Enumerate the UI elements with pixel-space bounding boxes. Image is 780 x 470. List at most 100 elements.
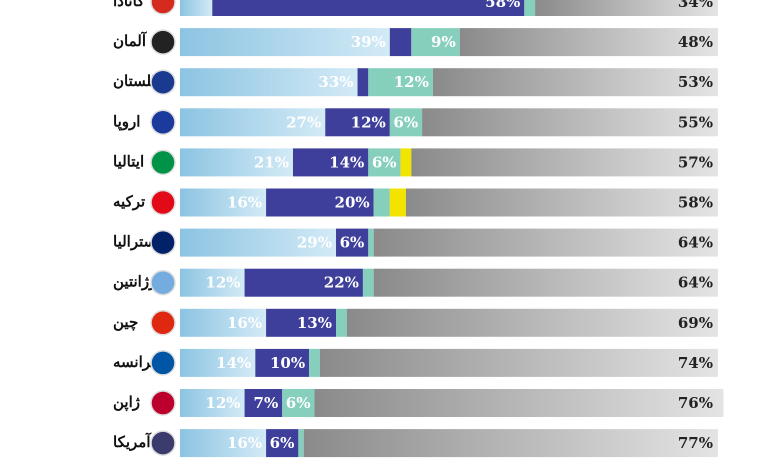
bar-segment [180,68,358,97]
value-label: 16% [227,314,262,332]
category-label: چین [113,313,138,331]
flag [150,350,176,376]
value-label: 12% [205,394,240,412]
bar-segment [180,228,337,257]
category-label: استرالیا [113,233,160,251]
bar-segment [180,28,390,57]
flag [150,390,176,416]
bar-segment [266,429,299,458]
value-label: 12% [351,113,386,131]
bar-segment [292,148,369,177]
bar-segment [389,188,406,217]
value-label: 6% [393,113,418,131]
value-label: 53% [678,73,713,91]
bar-segment [389,108,423,137]
flag [150,29,176,55]
value-label: 27% [286,113,321,131]
value-label: 21% [254,153,289,171]
bar-segment [255,348,310,377]
bar-segment [368,148,401,177]
bar-segment [244,268,363,297]
value-label: 34% [678,0,713,11]
bar-segment [180,0,213,16]
bar-segment [336,228,369,257]
bar-segment [400,148,412,177]
bar-segment [180,268,245,297]
bar-segment [405,188,718,217]
category-label: ترکیه [113,193,145,211]
category-label: کانادا [113,0,145,10]
value-label: 33% [318,73,353,91]
value-label: 48% [678,33,713,51]
value-label: 29% [297,234,332,252]
value-label: 39% [351,33,386,51]
bar-segment [432,68,718,97]
bar-segment [319,348,718,377]
value-label: 6% [340,234,365,252]
bar-segment [373,228,718,257]
bar-segment [362,268,374,297]
value-label: 64% [678,274,713,292]
bar-segment [298,429,304,458]
bar-segment [336,308,347,337]
bar-segment [411,28,460,57]
flag [150,69,176,95]
value-label: 14% [216,354,251,372]
bar-segment [368,228,374,257]
category-label: فرانسه [113,353,158,371]
value-label: 14% [329,153,364,171]
value-label: 57% [678,153,713,171]
bar-segment [180,188,267,217]
value-label: 76% [678,394,713,412]
flag [150,109,176,136]
value-label: 64% [678,234,713,252]
bar-segment [266,308,337,337]
bar-segment [411,148,718,177]
value-label: 77% [678,434,713,452]
bar-segment [180,429,267,458]
bar-segment [266,188,374,217]
flag [150,229,176,256]
bar-segment [373,268,718,297]
flag [150,310,176,336]
value-label: 10% [270,354,305,372]
value-label: 7% [254,394,279,412]
value-label: 12% [394,73,429,91]
flag [150,149,176,176]
value-label: 12% [205,274,240,292]
category-label: ژاپن [113,393,140,412]
bar-segment [346,308,718,337]
value-label: 74% [678,354,713,372]
value-label: 6% [286,394,311,412]
bar-segment [303,429,718,458]
bar-segment [422,108,718,137]
category-label: آمریکا [113,432,152,451]
value-label: 58% [678,194,713,212]
bar-segment [244,389,283,417]
bar-segment [357,68,369,97]
bar-segment [535,0,718,16]
flag [150,0,176,15]
bar-segment [180,308,267,337]
bar-segment [368,68,433,97]
value-label: 16% [227,194,262,212]
bar-segment [325,108,390,137]
value-label: 13% [297,314,332,332]
value-label: 69% [678,314,713,332]
value-label: 16% [227,434,262,452]
bar-segment [373,188,390,217]
value-label: 58% [485,0,520,11]
value-label: 20% [335,194,370,212]
bar-segment [459,28,718,57]
value-label: 55% [678,113,713,131]
bar-segment [389,28,412,57]
value-label: 6% [372,153,397,171]
flag [150,430,176,456]
bar-segment [180,108,326,137]
value-label: 9% [431,33,456,51]
value-label: 6% [270,434,295,452]
bar-segment [212,0,525,16]
flag [150,189,176,216]
